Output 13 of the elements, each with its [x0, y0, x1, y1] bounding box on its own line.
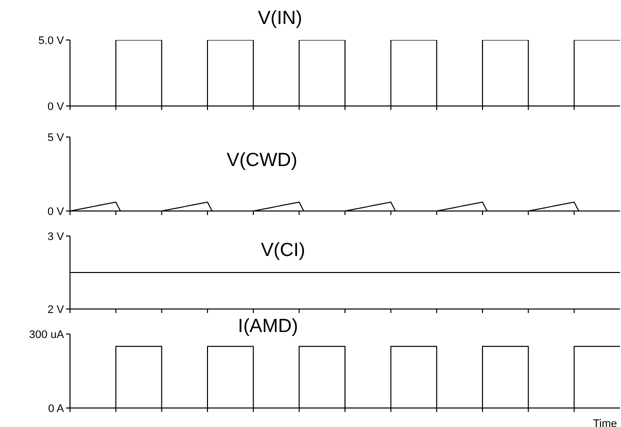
y-tick-label: 5 V [47, 132, 65, 144]
chart-title: I(AMD) [238, 316, 298, 338]
y-tick-label: 0 V [47, 100, 65, 113]
x-axis-title: Time [592, 418, 617, 427]
chart-title: V(CI) [260, 240, 306, 262]
text: V(CWD) [226, 150, 298, 172]
y-tick-label: 0 A [48, 402, 65, 415]
y-tick-label: 300 uA [29, 328, 65, 341]
y-tick-label: 2 V [47, 304, 65, 316]
y-tick-label: 5.0 V [38, 34, 65, 47]
y-tick-label: 3 V [47, 230, 65, 243]
chart-title: V(IN) [258, 8, 302, 30]
y-tick-label: 0 V [47, 206, 65, 218]
